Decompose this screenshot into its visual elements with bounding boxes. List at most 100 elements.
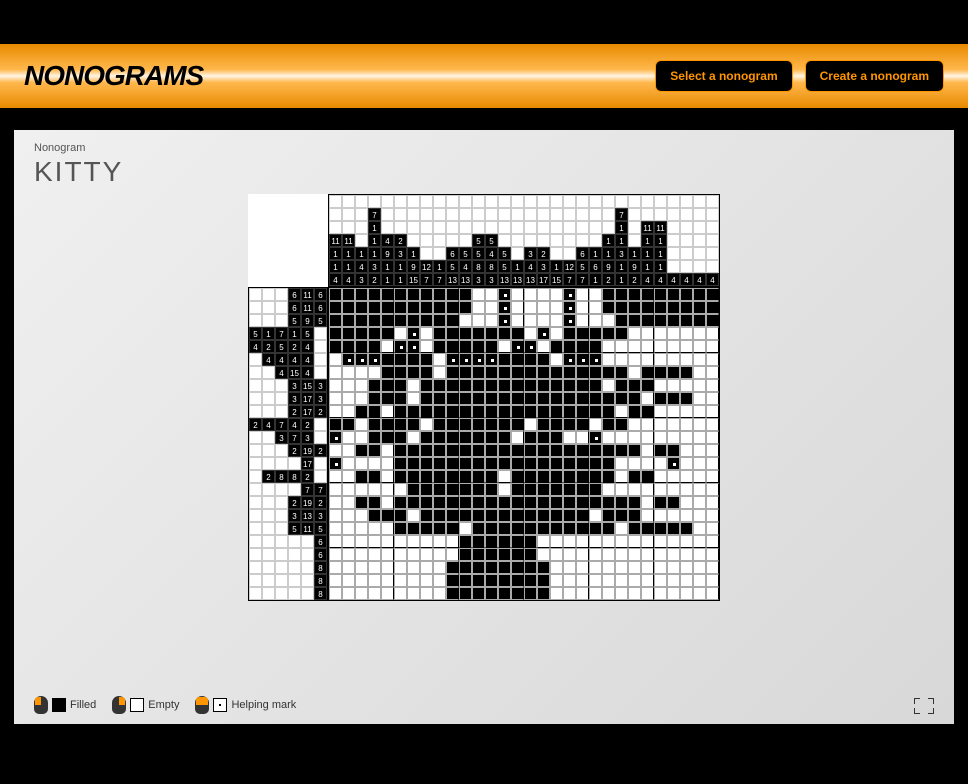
grid-cell[interactable] — [589, 301, 602, 314]
grid-cell[interactable] — [511, 431, 524, 444]
grid-cell[interactable] — [550, 444, 563, 457]
grid-cell[interactable] — [524, 587, 537, 600]
grid-cell[interactable] — [576, 574, 589, 587]
grid-cell[interactable] — [394, 340, 407, 353]
grid-cell[interactable] — [459, 301, 472, 314]
grid-cell[interactable] — [459, 340, 472, 353]
grid-cell[interactable] — [654, 431, 667, 444]
grid-cell[interactable] — [524, 535, 537, 548]
grid-cell[interactable] — [615, 522, 628, 535]
grid-cell[interactable] — [472, 405, 485, 418]
grid-cell[interactable] — [602, 587, 615, 600]
grid-cell[interactable] — [498, 587, 511, 600]
grid-cell[interactable] — [615, 561, 628, 574]
grid-cell[interactable] — [498, 574, 511, 587]
grid-cell[interactable] — [420, 327, 433, 340]
grid-cell[interactable] — [641, 574, 654, 587]
grid-cell[interactable] — [433, 496, 446, 509]
grid-cell[interactable] — [329, 587, 342, 600]
grid-cell[interactable] — [589, 353, 602, 366]
grid-cell[interactable] — [329, 431, 342, 444]
grid-cell[interactable] — [563, 379, 576, 392]
grid-cell[interactable] — [407, 470, 420, 483]
grid-cell[interactable] — [433, 379, 446, 392]
grid-cell[interactable] — [368, 392, 381, 405]
grid-cell[interactable] — [446, 522, 459, 535]
grid-cell[interactable] — [667, 392, 680, 405]
grid-cell[interactable] — [654, 340, 667, 353]
grid-cell[interactable] — [693, 301, 706, 314]
grid-cell[interactable] — [641, 431, 654, 444]
grid-cell[interactable] — [628, 314, 641, 327]
grid-cell[interactable] — [550, 509, 563, 522]
grid-cell[interactable] — [329, 405, 342, 418]
grid-cell[interactable] — [407, 561, 420, 574]
grid-cell[interactable] — [329, 561, 342, 574]
grid-cell[interactable] — [641, 496, 654, 509]
grid-cell[interactable] — [498, 288, 511, 301]
grid-cell[interactable] — [680, 496, 693, 509]
grid-cell[interactable] — [537, 561, 550, 574]
grid-cell[interactable] — [667, 418, 680, 431]
grid-cell[interactable] — [693, 509, 706, 522]
grid-cell[interactable] — [459, 457, 472, 470]
grid-cell[interactable] — [446, 353, 459, 366]
fullscreen-icon[interactable] — [914, 698, 934, 714]
grid-cell[interactable] — [550, 288, 563, 301]
grid-cell[interactable] — [654, 418, 667, 431]
grid-cell[interactable] — [628, 353, 641, 366]
grid-cell[interactable] — [602, 509, 615, 522]
grid-cell[interactable] — [537, 522, 550, 535]
grid-cell[interactable] — [524, 548, 537, 561]
grid-cell[interactable] — [472, 535, 485, 548]
grid-cell[interactable] — [355, 483, 368, 496]
grid-cell[interactable] — [511, 327, 524, 340]
grid-cell[interactable] — [342, 509, 355, 522]
grid-cell[interactable] — [329, 496, 342, 509]
grid-cell[interactable] — [680, 509, 693, 522]
grid-cell[interactable] — [446, 340, 459, 353]
select-nonogram-button[interactable]: Select a nonogram — [655, 60, 792, 92]
grid-cell[interactable] — [576, 353, 589, 366]
grid-cell[interactable] — [563, 587, 576, 600]
grid-cell[interactable] — [615, 366, 628, 379]
grid-cell[interactable] — [654, 314, 667, 327]
grid-cell[interactable] — [394, 574, 407, 587]
grid-cell[interactable] — [576, 340, 589, 353]
grid-cell[interactable] — [342, 457, 355, 470]
grid-cell[interactable] — [563, 457, 576, 470]
grid-cell[interactable] — [563, 574, 576, 587]
grid-cell[interactable] — [602, 496, 615, 509]
grid-cell[interactable] — [524, 353, 537, 366]
grid-cell[interactable] — [667, 379, 680, 392]
grid-cell[interactable] — [550, 405, 563, 418]
grid-cell[interactable] — [420, 574, 433, 587]
grid-cell[interactable] — [355, 366, 368, 379]
grid-cell[interactable] — [472, 548, 485, 561]
grid-cell[interactable] — [459, 470, 472, 483]
grid-cell[interactable] — [615, 327, 628, 340]
grid-cell[interactable] — [446, 561, 459, 574]
grid-cell[interactable] — [667, 327, 680, 340]
grid-cell[interactable] — [667, 535, 680, 548]
grid-cell[interactable] — [407, 483, 420, 496]
grid-cell[interactable] — [706, 509, 719, 522]
grid-cell[interactable] — [394, 496, 407, 509]
grid-cell[interactable] — [485, 587, 498, 600]
grid-cell[interactable] — [524, 405, 537, 418]
grid-cell[interactable] — [420, 379, 433, 392]
grid-cell[interactable] — [329, 535, 342, 548]
grid-cell[interactable] — [394, 444, 407, 457]
grid-cell[interactable] — [693, 483, 706, 496]
grid-cell[interactable] — [693, 444, 706, 457]
grid-cell[interactable] — [524, 522, 537, 535]
grid-cell[interactable] — [329, 379, 342, 392]
grid-cell[interactable] — [420, 496, 433, 509]
grid-cell[interactable] — [433, 548, 446, 561]
grid-cell[interactable] — [381, 405, 394, 418]
grid-cell[interactable] — [654, 587, 667, 600]
grid-cell[interactable] — [537, 509, 550, 522]
grid-cell[interactable] — [407, 509, 420, 522]
grid-cell[interactable] — [342, 418, 355, 431]
grid-cell[interactable] — [511, 548, 524, 561]
